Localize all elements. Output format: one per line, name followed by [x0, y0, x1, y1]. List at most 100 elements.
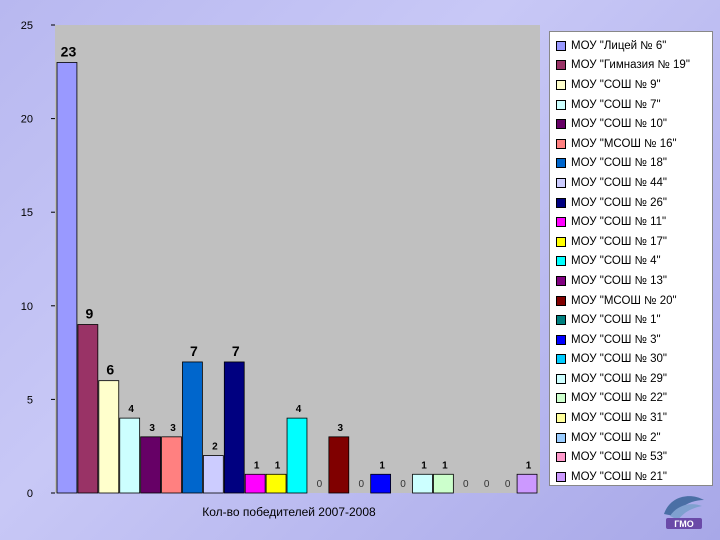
- legend-item: МОУ "СОШ № 3": [556, 330, 712, 350]
- legend-item: МОУ "СОШ № 10": [556, 114, 712, 134]
- legend-swatch: [556, 158, 566, 169]
- legend-label: МОУ "СОШ № 17": [571, 235, 667, 248]
- plot-area: [55, 25, 540, 493]
- legend-label: МОУ "Лицей № 6": [571, 39, 667, 52]
- bar-data-label: 0: [484, 479, 490, 490]
- legend-label: МОУ "СОШ № 3": [571, 333, 661, 346]
- legend-item: МОУ "СОШ № 29": [556, 369, 712, 389]
- legend-swatch: [556, 138, 566, 149]
- bar: [161, 436, 182, 494]
- legend-swatch: [556, 177, 566, 188]
- bar-data-label: 1: [526, 460, 532, 471]
- logo-text: ГМО: [674, 519, 694, 529]
- legend-item: МОУ "СОШ № 7": [556, 95, 712, 115]
- y-tick-label: 10: [21, 301, 33, 313]
- logo-icon: ГМО: [664, 496, 704, 529]
- bar-data-label: 3: [170, 423, 176, 434]
- bar: [244, 473, 266, 494]
- bar-data-label: 7: [232, 343, 240, 359]
- legend-item: МОУ "СОШ № 17": [556, 232, 712, 252]
- legend-item: МОУ "Гимназия № 19": [556, 56, 712, 76]
- y-tick-label: 5: [27, 394, 33, 406]
- bar: [286, 417, 308, 494]
- bar-data-label: 0: [463, 479, 469, 490]
- legend-item: МОУ "СОШ № 4": [556, 252, 712, 272]
- legend-label: МОУ "СОШ № 10": [571, 118, 667, 131]
- legend-swatch: [556, 79, 566, 90]
- legend-item: МОУ "МСОШ № 16": [556, 134, 712, 154]
- bar-data-label: 0: [400, 479, 406, 490]
- bar-data-label: 0: [358, 479, 364, 490]
- legend-label: МОУ "СОШ № 9": [571, 78, 661, 91]
- legend-label: МОУ "СОШ № 11": [571, 216, 667, 229]
- legend-label: МОУ "СОШ № 29": [571, 372, 667, 385]
- bar-data-label: 2: [212, 442, 218, 453]
- legend-item: МОУ "Лицей № 6": [556, 36, 712, 56]
- bar-data-label: 7: [190, 343, 198, 359]
- bar: [265, 473, 287, 494]
- legend-item: МОУ "СОШ № 30": [556, 350, 712, 370]
- bar-data-label: 1: [379, 460, 385, 471]
- bar-data-label: 0: [505, 479, 511, 490]
- bar-data-label: 4: [296, 404, 302, 415]
- y-tick-label: 0: [27, 488, 33, 500]
- legend-label: МОУ "СОШ № 7": [571, 98, 661, 111]
- legend-label: МОУ "Гимназия № 19": [571, 59, 690, 72]
- bar: [140, 436, 161, 494]
- legend-label: МОУ "СОШ № 4": [571, 255, 661, 268]
- legend-item: МОУ "СОШ № 31": [556, 408, 712, 428]
- bar: [77, 324, 99, 494]
- legend-swatch: [556, 452, 566, 463]
- legend-label: МОУ "СОШ № 21": [571, 470, 667, 483]
- legend-item: МОУ "СОШ № 2": [556, 428, 712, 448]
- bar: [119, 417, 141, 494]
- legend-label: МОУ "СОШ № 2": [571, 431, 661, 444]
- bar-data-label: 1: [442, 460, 448, 471]
- bar-data-label: 0: [317, 479, 323, 490]
- bar: [202, 455, 224, 494]
- legend-label: МОУ "СОШ № 31": [571, 412, 667, 425]
- bar: [516, 473, 538, 494]
- legend-label: МОУ "СОШ № 53": [571, 451, 667, 464]
- legend-item: МОУ "СОШ № 53": [556, 447, 712, 467]
- legend-swatch: [556, 295, 566, 306]
- legend-label: МОУ "СОШ № 30": [571, 353, 667, 366]
- legend-label: МОУ "МСОШ № 16": [571, 137, 677, 150]
- bar-data-label: 3: [149, 423, 155, 434]
- legend-label: МОУ "СОШ № 1": [571, 314, 661, 327]
- legend-swatch: [556, 334, 566, 345]
- bars: [56, 62, 538, 494]
- legend-label: МОУ "СОШ № 13": [571, 274, 667, 287]
- legend-swatch: [556, 354, 566, 365]
- y-tick-label: 20: [21, 114, 33, 126]
- legend-item: МОУ "СОШ № 9": [556, 75, 712, 95]
- bar: [98, 380, 120, 494]
- legend-swatch: [556, 40, 566, 51]
- legend-swatch: [556, 197, 566, 208]
- legend-label: МОУ "МСОШ № 20": [571, 294, 677, 307]
- legend-swatch: [556, 432, 566, 443]
- bar-data-label: 1: [254, 460, 260, 471]
- bar-data-label: 6: [106, 362, 114, 378]
- legend-swatch: [556, 471, 566, 482]
- legend-swatch: [556, 393, 566, 404]
- legend-swatch: [556, 373, 566, 384]
- legend-swatch: [556, 217, 566, 228]
- bar: [370, 473, 392, 494]
- bar: [223, 361, 245, 494]
- legend-swatch: [556, 60, 566, 71]
- bar: [412, 473, 433, 494]
- legend-item: МОУ "СОШ № 1": [556, 310, 712, 330]
- bar-data-label: 9: [85, 306, 93, 322]
- legend-swatch: [556, 256, 566, 267]
- x-axis-label: Кол-во победителей 2007-2008: [202, 505, 376, 519]
- legend-item: МОУ "СОШ № 21": [556, 467, 712, 487]
- legend-label: МОУ "СОШ № 26": [571, 196, 667, 209]
- bar: [433, 473, 454, 494]
- legend-item: МОУ "СОШ № 18": [556, 154, 712, 174]
- legend-item: МОУ "СОШ № 44": [556, 173, 712, 193]
- y-tick-label: 15: [21, 207, 33, 219]
- bar-data-label: 1: [421, 460, 427, 471]
- bar-data-label: 3: [338, 423, 344, 434]
